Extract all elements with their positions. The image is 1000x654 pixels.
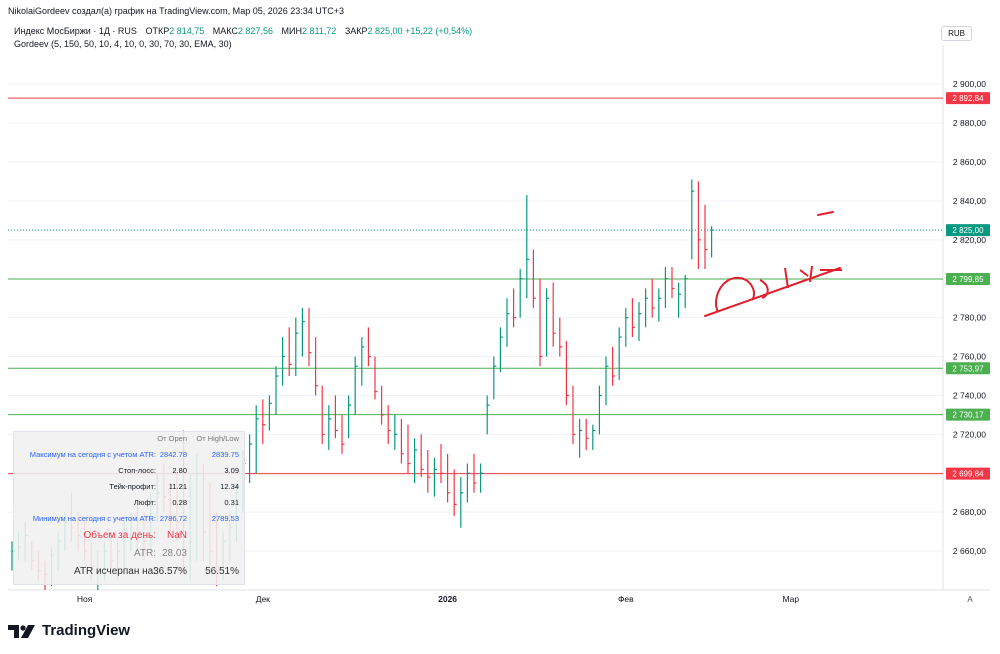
author-line: NikolaiGordeev создал(а) график на Tradi… xyxy=(8,6,345,16)
freehand-drawing[interactable] xyxy=(715,276,755,313)
y-tick-label: 2 740,00 xyxy=(953,390,986,400)
indicator-legend[interactable]: Gordeev (5, 150, 50, 10, 4, 10, 0, 30, 7… xyxy=(14,39,232,49)
stats-row-highlow: 0.31 xyxy=(224,498,239,507)
y-tick-label: 2 720,00 xyxy=(953,429,986,439)
level-price-tag xyxy=(946,408,990,421)
level-price-tag xyxy=(946,362,990,375)
symbol-legend: Индекс МосБиржи · 1Д · RUS ОТКР2 814,75 … xyxy=(14,26,472,36)
logo-text: TradingView xyxy=(42,622,131,639)
level-price-tag xyxy=(946,273,990,286)
y-tick-label: 2 820,00 xyxy=(953,235,986,245)
x-tick-label: Фев xyxy=(618,594,634,604)
x-tick-label: 2026 xyxy=(438,594,457,604)
last-price-tag xyxy=(946,224,990,237)
stats-row-open: 2842.78 xyxy=(159,450,187,459)
y-tick-label: 2 760,00 xyxy=(953,352,986,362)
volume-label: Объем за день: xyxy=(83,530,156,541)
stats-row-stoploss: Стоп-лосс: 2.80 3.09 xyxy=(14,466,244,482)
stats-row-highlow: 12.34 xyxy=(220,482,239,491)
atr-used-label: ATR исчерпан на: xyxy=(74,566,156,577)
auto-scale-button[interactable]: A xyxy=(967,595,973,604)
stats-row-label: Стоп-лосс: xyxy=(118,466,156,475)
symbol-name[interactable]: Индекс МосБиржи · 1Д · RUS xyxy=(14,26,137,36)
atr-label: ATR: xyxy=(133,548,156,559)
stats-row-highlow: 3.09 xyxy=(224,466,239,475)
y-tick-label: 2 680,00 xyxy=(953,507,986,517)
x-tick-label: Дек xyxy=(256,594,270,604)
close-label: ЗАКР xyxy=(344,26,368,36)
stats-row-highlow: 2839.75 xyxy=(211,450,239,459)
atr-used-open: 36.57% xyxy=(153,566,187,577)
trendline-drawing[interactable] xyxy=(704,267,841,317)
stats-row-open: 11.21 xyxy=(168,482,187,491)
y-tick-label: 2 840,00 xyxy=(953,196,986,206)
level-price-label: 2 799,85 xyxy=(952,275,984,284)
y-tick-label: 2 660,00 xyxy=(953,546,986,556)
stats-row-atr-used: ATR исчерпан на: 36.57% 56.51% xyxy=(14,566,244,584)
high-label: МАКС xyxy=(212,26,238,36)
stats-row-max: Максимум на сегодня с учетом ATR: 2842.7… xyxy=(14,450,244,466)
volume-value: NaN xyxy=(166,530,187,541)
level-price-tag xyxy=(946,467,990,480)
stats-row-open: 0.28 xyxy=(172,498,187,507)
level-price-label: 2 699,84 xyxy=(952,470,984,479)
atr-used-highlow: 56.51% xyxy=(205,566,239,577)
y-tick-label: 2 900,00 xyxy=(953,79,986,89)
high-value: 2 827,56 xyxy=(237,26,273,36)
col-highlow-header: От High/Low xyxy=(196,434,239,443)
stats-row-label: Тейк-профит: xyxy=(109,482,156,491)
stats-row-takeprofit: Тейк-профит: 11.21 12.34 xyxy=(14,482,244,498)
stats-row-label: Минимум на сегодня с учетом ATR: xyxy=(32,514,156,523)
y-tick-label: 2 880,00 xyxy=(953,118,986,128)
atr-stats-panel: От Open От High/Low Максимум на сегодня … xyxy=(13,431,245,585)
stats-row-luft: Люфт: 0.28 0.31 xyxy=(14,498,244,514)
level-price-label: 2 753,97 xyxy=(952,364,984,373)
stats-row-label: Люфт: xyxy=(133,498,156,507)
stats-row-label: Максимум на сегодня с учетом ATR: xyxy=(29,450,156,459)
stats-row-open: 2786.72 xyxy=(159,514,187,523)
stats-row-highlow: 2789.53 xyxy=(211,514,239,523)
freehand-drawing[interactable] xyxy=(817,211,834,216)
level-price-tag xyxy=(946,92,990,105)
open-label: ОТКР xyxy=(145,26,170,36)
stats-row-min: Минимум на сегодня с учетом ATR: 2786.72… xyxy=(14,514,244,530)
low-label: МИН xyxy=(281,26,302,36)
freehand-drawing[interactable] xyxy=(759,279,769,299)
stats-row-atr: ATR: 28.03 xyxy=(14,548,244,566)
level-price-label: 2 892,84 xyxy=(952,94,984,103)
freehand-drawing[interactable] xyxy=(799,265,813,283)
x-tick-label: Мар xyxy=(782,594,799,604)
tradingview-logo-icon xyxy=(8,624,35,638)
change-value: +15,22 (+0,54%) xyxy=(405,26,473,36)
atr-value: 28.03 xyxy=(161,548,187,559)
tradingview-logo[interactable]: TradingView xyxy=(8,622,130,639)
x-tick-label: Ноя xyxy=(77,594,93,604)
currency-button[interactable]: RUB xyxy=(941,26,972,41)
level-price-label: 2 730,17 xyxy=(952,411,984,420)
stats-row-open: 2.80 xyxy=(172,466,187,475)
low-value: 2 811,72 xyxy=(301,26,337,36)
last-price-label: 2 825,00 xyxy=(952,226,984,235)
stats-row-volume: Объем за день: NaN xyxy=(14,530,244,548)
y-tick-label: 2 860,00 xyxy=(953,157,986,167)
col-open-header: От Open xyxy=(157,434,187,443)
open-value: 2 814,75 xyxy=(169,26,205,36)
y-tick-label: 2 780,00 xyxy=(953,313,986,323)
close-value: 2 825,00 xyxy=(367,26,403,36)
freehand-drawing[interactable] xyxy=(784,267,789,289)
